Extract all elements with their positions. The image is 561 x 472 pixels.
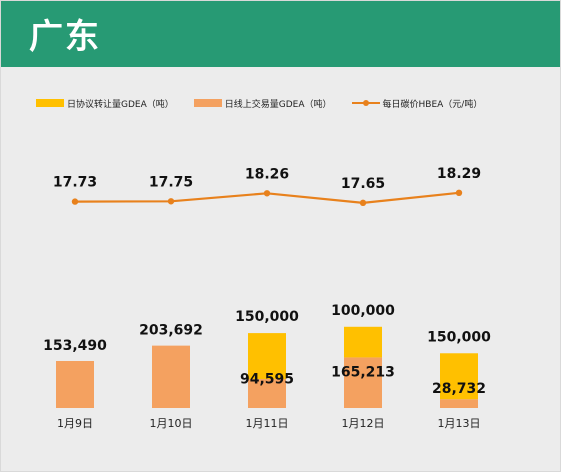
data-label-agreement-transfer: 150,000: [427, 329, 491, 345]
bar-online-trade: [440, 399, 478, 408]
data-label-carbon-price: 18.26: [245, 166, 289, 182]
data-label-online-trade: 94,595: [240, 372, 294, 388]
x-tick-label: 1月13日: [438, 417, 481, 430]
data-label-online-trade: 203,692: [139, 323, 203, 339]
data-label-carbon-price: 17.75: [149, 174, 193, 190]
point-carbon-price: [168, 198, 174, 204]
bar-online-trade: [56, 361, 94, 408]
x-tick-label: 1月10日: [150, 417, 193, 430]
data-label-online-trade: 153,490: [43, 338, 107, 354]
x-tick-label: 1月12日: [342, 417, 385, 430]
data-label-agreement-transfer: 100,000: [331, 303, 395, 319]
data-label-carbon-price: 17.73: [53, 175, 97, 191]
data-label-agreement-transfer: 150,000: [235, 309, 299, 325]
point-carbon-price: [72, 198, 78, 204]
point-carbon-price: [456, 190, 462, 196]
x-tick-label: 1月9日: [57, 417, 93, 430]
data-label-carbon-price: 18.29: [437, 166, 481, 182]
bar-online-trade: [152, 346, 190, 408]
bar-agreement-transfer: [344, 327, 382, 358]
data-label-carbon-price: 17.65: [341, 176, 385, 192]
point-carbon-price: [264, 190, 270, 196]
x-tick-label: 1月11日: [246, 417, 289, 430]
data-label-online-trade: 28,732: [432, 381, 486, 397]
point-carbon-price: [360, 200, 366, 206]
data-label-online-trade: 165,213: [331, 365, 395, 381]
